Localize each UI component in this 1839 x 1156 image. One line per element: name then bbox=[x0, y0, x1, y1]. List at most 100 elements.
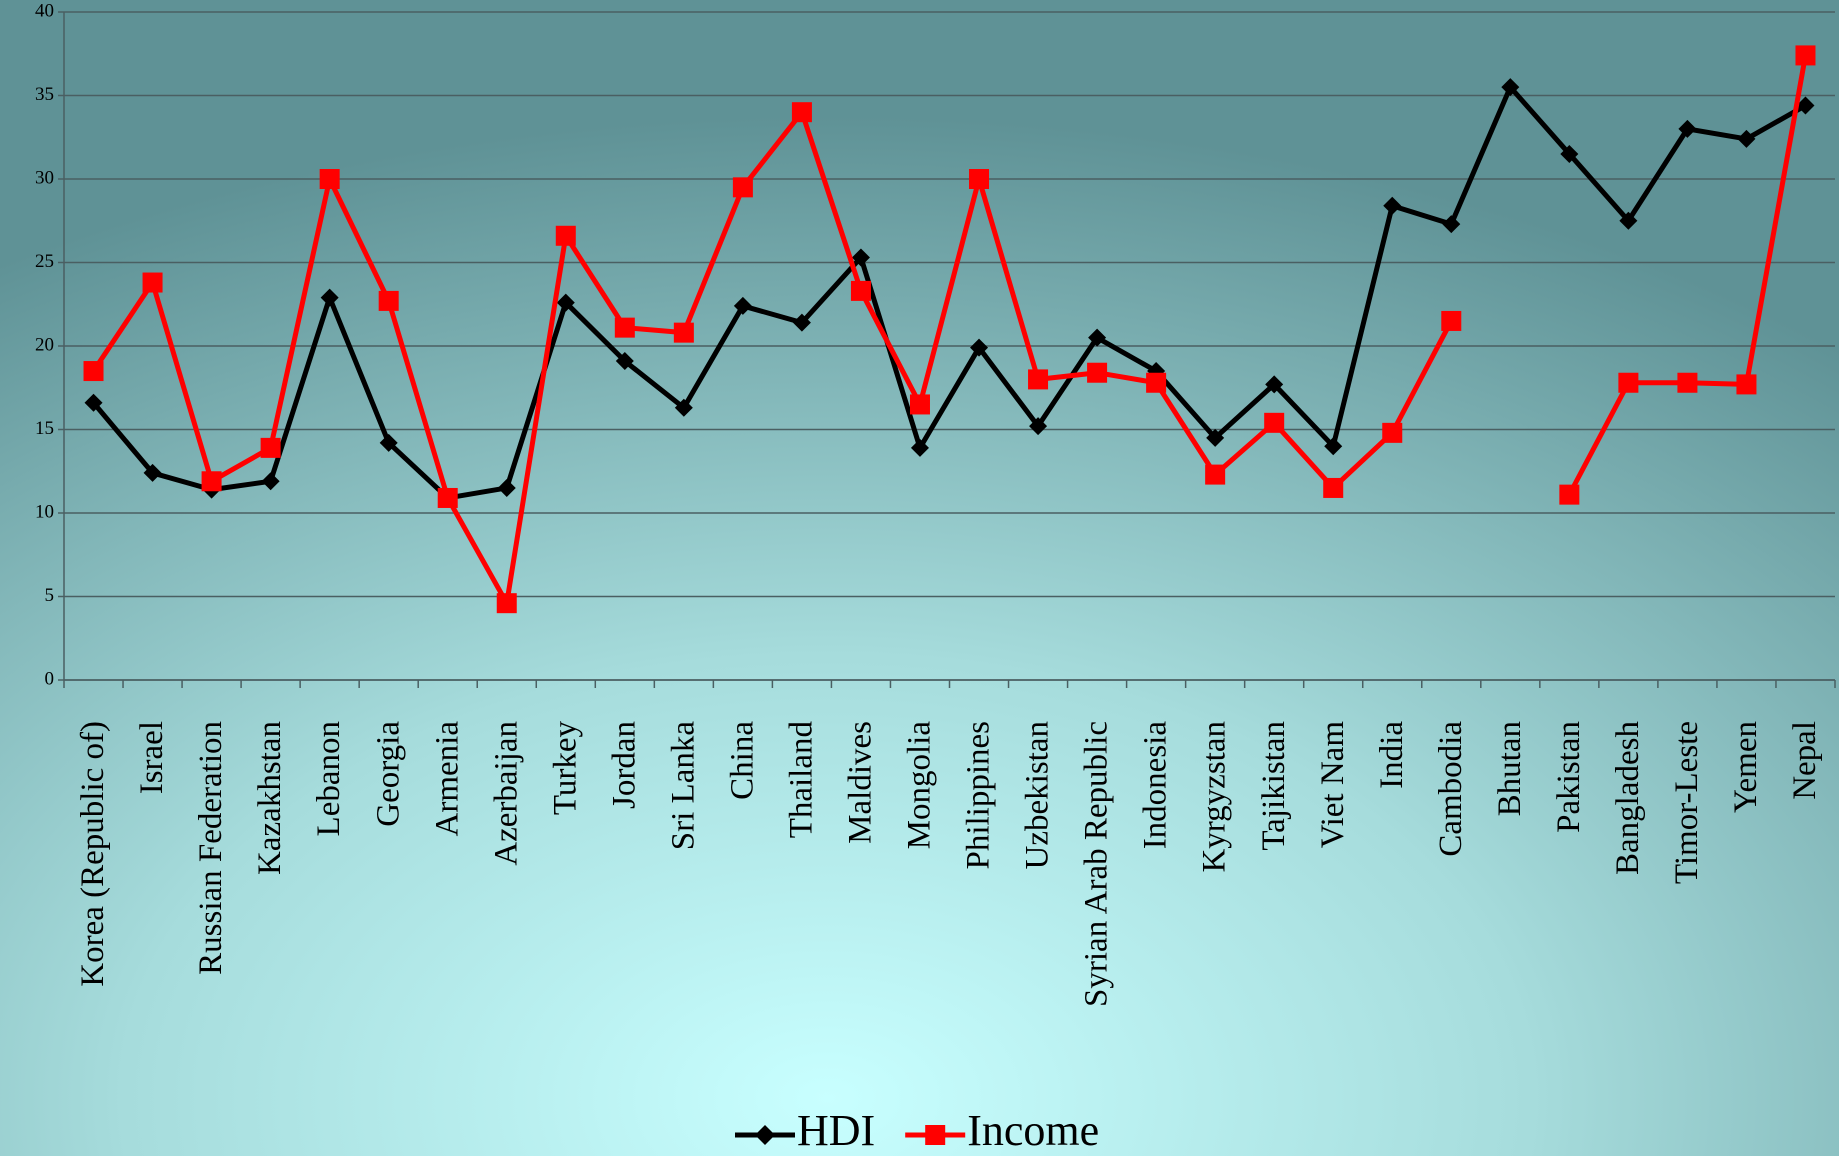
x-tick-label: Tajikistan bbox=[1256, 721, 1292, 851]
x-tick-label: Kyrgyzstan bbox=[1197, 721, 1233, 873]
data-point bbox=[1028, 369, 1049, 390]
data-point bbox=[1088, 328, 1107, 347]
legend-item: Income bbox=[905, 1106, 1099, 1155]
x-tick-label: Kazakhstan bbox=[252, 721, 288, 875]
data-point bbox=[1560, 144, 1579, 163]
data-point bbox=[437, 487, 458, 508]
data-point bbox=[1796, 96, 1815, 115]
data-point bbox=[1383, 196, 1402, 215]
x-tick-label: Armenia bbox=[429, 721, 465, 837]
x-tick-label: Lebanon bbox=[311, 721, 347, 836]
data-point bbox=[84, 393, 103, 412]
data-point bbox=[792, 313, 811, 332]
data-point bbox=[1265, 375, 1284, 394]
data-point bbox=[320, 288, 339, 307]
x-tick-label: Syrian Arab Republic bbox=[1079, 721, 1115, 1007]
data-point bbox=[142, 272, 163, 293]
data-point bbox=[260, 437, 281, 458]
x-tick-label: Timor-Leste bbox=[1669, 721, 1705, 884]
data-point bbox=[614, 317, 635, 338]
x-tick-label: Azerbaijan bbox=[488, 721, 524, 866]
data-point bbox=[1087, 362, 1108, 383]
data-point bbox=[83, 361, 104, 382]
data-point bbox=[496, 593, 517, 614]
data-point bbox=[1382, 422, 1403, 443]
y-tick-label: 20 bbox=[35, 334, 54, 355]
x-tick-label: Thailand bbox=[783, 721, 819, 839]
series-1 bbox=[83, 45, 1816, 614]
data-point bbox=[1736, 374, 1757, 395]
data-point bbox=[1559, 484, 1580, 505]
data-point bbox=[909, 394, 930, 415]
x-tick-label: Sri Lanka bbox=[665, 721, 701, 851]
data-point bbox=[1264, 412, 1285, 433]
y-tick-label: 0 bbox=[45, 668, 55, 689]
data-point bbox=[1737, 129, 1756, 148]
data-point bbox=[1206, 428, 1225, 447]
x-tick-label: Maldives bbox=[843, 721, 879, 844]
legend-label: HDI bbox=[797, 1106, 875, 1155]
data-point bbox=[1441, 310, 1462, 331]
data-point bbox=[556, 293, 575, 312]
x-tick-label: Israel bbox=[134, 721, 170, 794]
data-point bbox=[143, 463, 162, 482]
x-tick-label: Bangladesh bbox=[1610, 721, 1646, 875]
data-point bbox=[1677, 372, 1698, 393]
data-point bbox=[732, 177, 753, 198]
data-point bbox=[1029, 417, 1048, 436]
data-point bbox=[378, 290, 399, 311]
x-tick-label: Mongolia bbox=[902, 721, 938, 850]
y-tick-label: 5 bbox=[45, 585, 55, 606]
data-point bbox=[1618, 372, 1639, 393]
data-point bbox=[555, 225, 576, 246]
x-tick-label: Korea (Republic of) bbox=[75, 721, 111, 987]
data-point bbox=[615, 352, 634, 371]
legend-label: Income bbox=[967, 1106, 1099, 1155]
y-tick-label: 15 bbox=[35, 418, 54, 439]
data-point bbox=[379, 433, 398, 452]
data-point bbox=[497, 478, 516, 497]
data-point bbox=[1442, 215, 1461, 234]
y-tick-label: 30 bbox=[35, 167, 54, 188]
legend-item: HDI bbox=[735, 1106, 875, 1155]
data-point bbox=[1324, 437, 1343, 456]
data-point bbox=[319, 169, 340, 189]
x-tick-label: Yemen bbox=[1728, 721, 1764, 813]
x-tick-label: Nepal bbox=[1787, 721, 1823, 800]
y-tick-label: 10 bbox=[35, 501, 54, 522]
data-point bbox=[791, 102, 812, 123]
y-tick-label: 35 bbox=[35, 84, 54, 105]
x-tick-label: Turkey bbox=[547, 721, 583, 816]
data-point bbox=[850, 280, 871, 301]
data-point bbox=[261, 472, 280, 491]
y-tick-label: 25 bbox=[35, 251, 54, 272]
x-tick-label: Viet Nam bbox=[1315, 721, 1351, 849]
legend-marker bbox=[925, 1125, 946, 1145]
data-point bbox=[733, 296, 752, 315]
x-tick-label: China bbox=[724, 721, 760, 800]
data-point bbox=[1795, 45, 1816, 66]
x-tick-label: Indonesia bbox=[1138, 721, 1174, 850]
data-point bbox=[674, 398, 693, 417]
data-point bbox=[851, 248, 870, 267]
data-point bbox=[1619, 211, 1638, 230]
series-line bbox=[91, 84, 1807, 501]
x-tick-label: India bbox=[1374, 721, 1410, 789]
y-tick-label: 40 bbox=[35, 0, 54, 21]
data-point bbox=[673, 322, 694, 343]
x-tick-label: Bhutan bbox=[1492, 721, 1528, 816]
legend-marker bbox=[755, 1125, 775, 1145]
data-point bbox=[969, 169, 990, 189]
x-tick-label: Cambodia bbox=[1433, 721, 1469, 857]
x-tick-label: Philippines bbox=[961, 721, 997, 870]
x-tick-label: Pakistan bbox=[1551, 721, 1587, 833]
data-point bbox=[910, 438, 929, 457]
x-tick-label: Russian Federation bbox=[193, 721, 229, 975]
data-point bbox=[201, 471, 222, 492]
data-point bbox=[1205, 464, 1226, 485]
x-tick-label: Jordan bbox=[606, 721, 642, 809]
data-point bbox=[1678, 119, 1697, 138]
